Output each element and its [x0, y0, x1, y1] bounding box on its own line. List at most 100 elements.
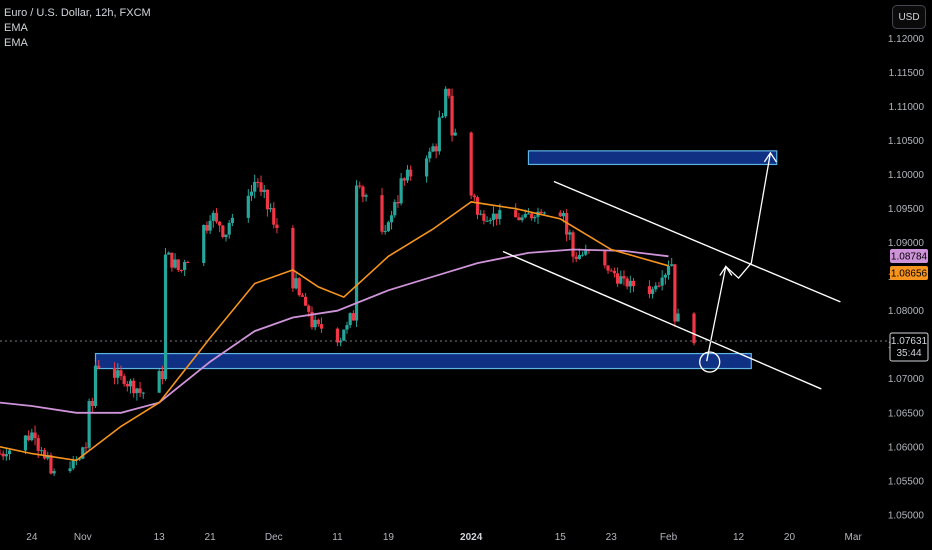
candle [354, 180, 359, 327]
candle-body [380, 195, 384, 232]
candle [647, 280, 652, 299]
candle-body [97, 365, 101, 369]
candle-body [526, 213, 531, 215]
candle-body [179, 269, 184, 271]
candle-body [224, 234, 228, 238]
ema-layer [0, 201, 669, 462]
candle [256, 178, 260, 188]
candle-body [361, 186, 365, 197]
candle-body [230, 217, 234, 223]
candle [265, 189, 270, 217]
candle [294, 273, 298, 290]
price-tick: 1.09000 [888, 238, 925, 249]
candle [246, 189, 250, 223]
candle-body [628, 280, 632, 287]
candle-body [205, 225, 209, 231]
candle-body [431, 146, 435, 152]
candle [160, 365, 164, 385]
countdown-label: 35:44 [896, 348, 921, 359]
candle-body [141, 392, 145, 394]
candle-body [39, 450, 43, 452]
projection-arrow-1 [719, 265, 733, 276]
candle [444, 86, 448, 119]
candle-body [93, 365, 98, 406]
candle [606, 265, 610, 274]
candle [402, 177, 406, 186]
candle-body [259, 182, 263, 192]
target-circle [699, 351, 721, 373]
candle-body [389, 215, 394, 223]
candle [173, 253, 177, 269]
candle-body [316, 319, 320, 325]
candle-body [33, 432, 37, 439]
candle-body [0, 453, 2, 455]
candle-body [81, 447, 85, 459]
candle-body [692, 313, 696, 344]
indicator-ema-2[interactable]: EMA [4, 37, 28, 49]
symbol-title[interactable]: Euro / U.S. Dollar, 12h, FXCM [4, 7, 151, 19]
candle-body [307, 305, 311, 312]
candle [71, 456, 75, 471]
candle-body [539, 211, 543, 214]
currency-button[interactable]: USD [892, 5, 926, 29]
time-tick: 2024 [460, 532, 483, 543]
indicator-ema-1[interactable]: EMA [4, 22, 28, 34]
candle [272, 202, 276, 229]
candle-body [119, 370, 123, 377]
candle [224, 234, 228, 242]
time-axis[interactable]: 24 Nov 13 21 Dec 11 19 2024 15 23 Feb 12 20 Mar [26, 532, 862, 543]
candle [622, 270, 626, 286]
candle [313, 315, 317, 331]
candle-body [294, 278, 298, 289]
candle [568, 229, 572, 241]
candle [84, 442, 88, 453]
candle [268, 203, 273, 213]
ema-slow-price-tag: 1.08784 [890, 249, 928, 263]
candle [97, 360, 101, 369]
candle [565, 209, 569, 242]
candle [310, 306, 314, 330]
candle-body [304, 296, 308, 306]
candle [396, 195, 400, 208]
ema-fast-price-label: 1.08656 [891, 269, 928, 280]
candle-body [409, 169, 413, 177]
ema-fast-price-tag: 1.08656 [890, 266, 928, 280]
candle-body [291, 227, 295, 289]
candle-body [565, 213, 569, 235]
candle [625, 276, 629, 290]
candle-body [437, 117, 441, 152]
chart-legend: Euro / U.S. Dollar, 12h, FXCM EMA EMA [4, 6, 151, 51]
candle-body [186, 261, 190, 263]
time-tick: 19 [383, 532, 395, 543]
candle-body [657, 285, 661, 287]
candle-body [227, 222, 231, 235]
price-tick: 1.06500 [888, 408, 925, 419]
candle [424, 155, 429, 183]
candle-body [160, 371, 164, 380]
candle [428, 147, 432, 163]
candle-body [619, 276, 623, 284]
candle-body [472, 195, 476, 198]
candle-body [498, 210, 502, 220]
candle-body [520, 217, 524, 221]
candle-body [157, 371, 161, 393]
candle-body [42, 450, 47, 459]
candle [163, 248, 168, 381]
drawings-layer[interactable] [502, 151, 841, 390]
time-tick: 12 [733, 532, 745, 543]
candle-body [313, 319, 317, 328]
candle-body [399, 178, 403, 204]
candle [558, 210, 562, 218]
ema-slow-line [0, 248, 669, 414]
candle-body [319, 324, 324, 329]
candle-body [447, 88, 451, 96]
time-tick: Mar [845, 532, 863, 543]
candle-body [49, 455, 53, 474]
candle-body [533, 216, 537, 219]
projection-arrow-2 [763, 151, 777, 163]
candle [214, 208, 219, 224]
candle [119, 365, 123, 381]
candle-body [128, 380, 133, 387]
candle-body [339, 340, 343, 343]
